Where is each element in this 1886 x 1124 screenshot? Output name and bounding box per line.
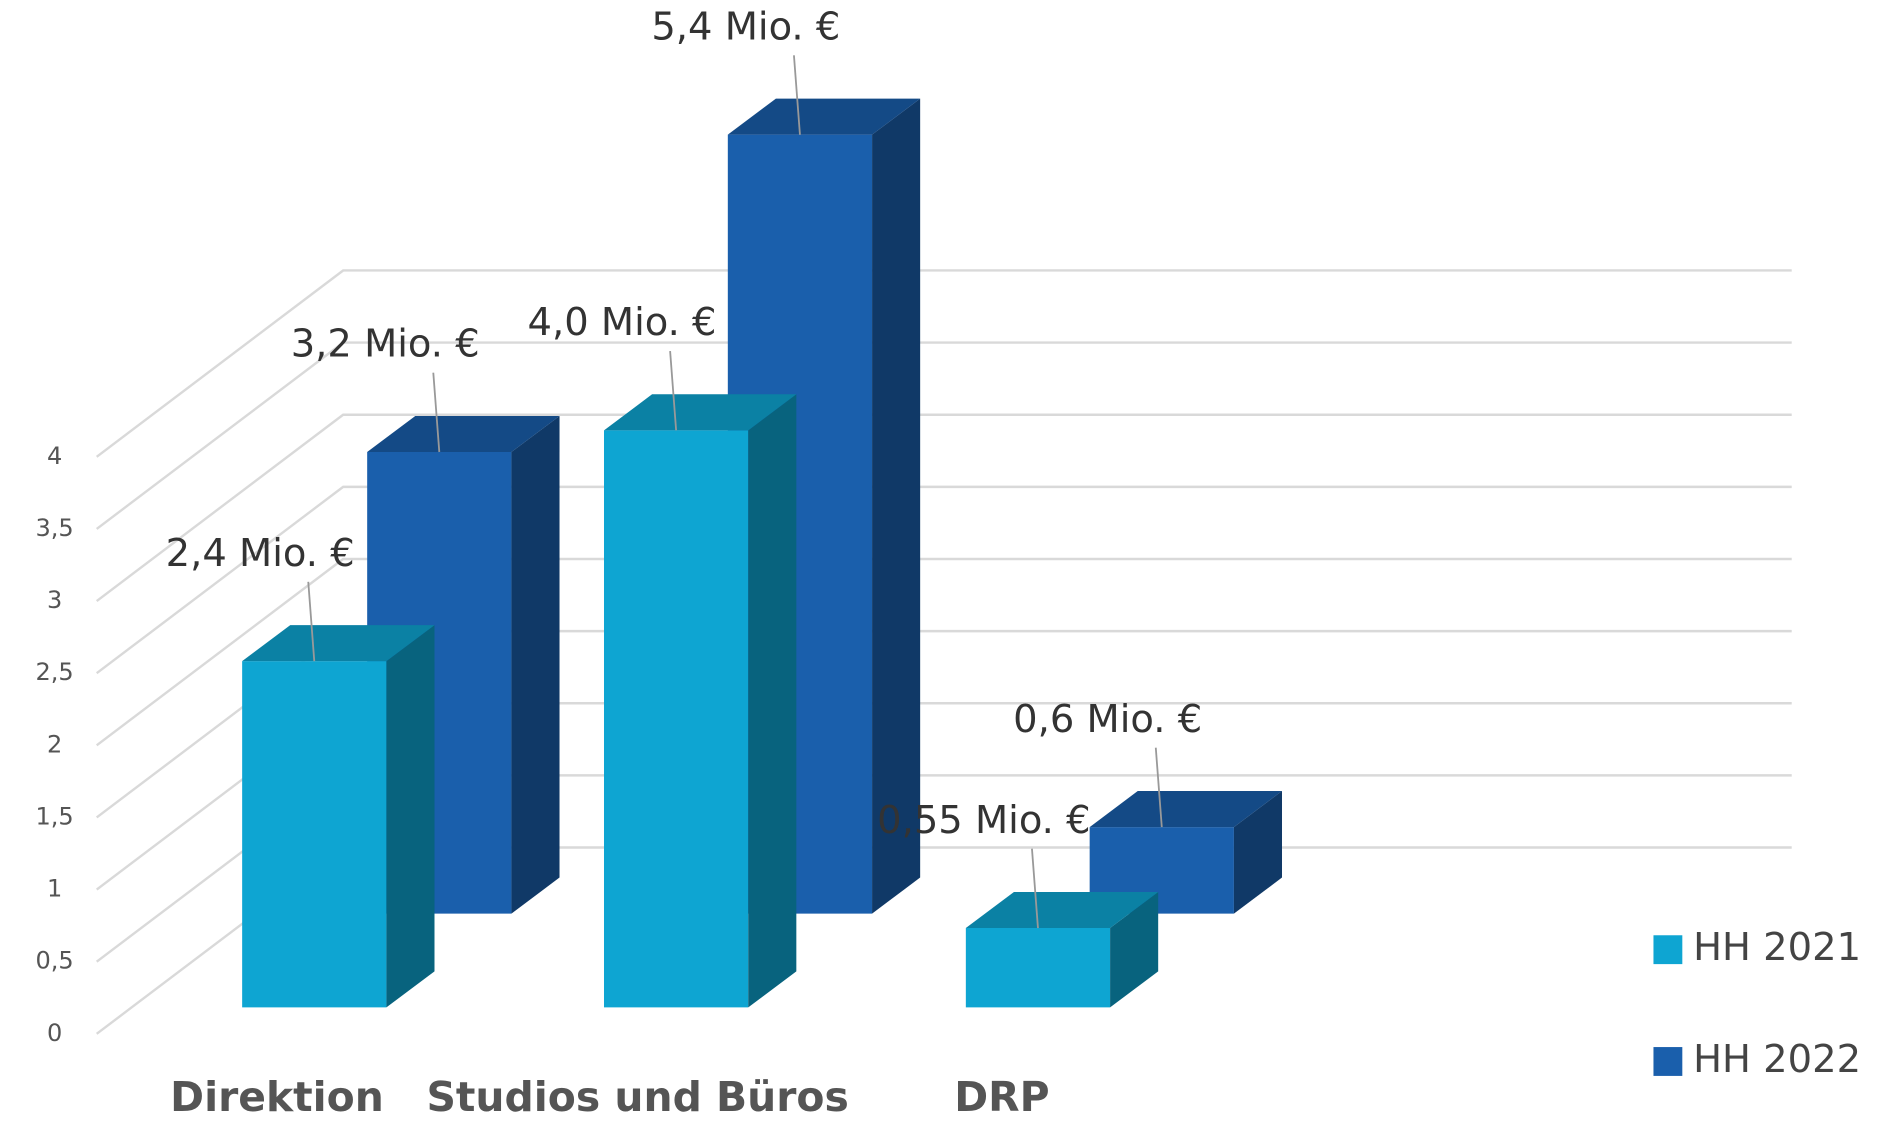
y-tick-label: 2 <box>47 730 62 758</box>
value-label: 0,6 Mio. € <box>1013 697 1202 742</box>
grid-line <box>95 341 1792 530</box>
value-label: 4,0 Mio. € <box>528 300 717 345</box>
leader-line <box>432 372 441 453</box>
grid-line <box>95 557 1792 747</box>
leader-line <box>793 55 801 135</box>
bar-face <box>872 98 921 914</box>
bar-face <box>1110 891 1159 1008</box>
bar-face <box>1089 791 1283 828</box>
y-tick-label: 1 <box>47 875 62 903</box>
bar-face <box>965 928 1111 1008</box>
bar <box>242 625 435 1008</box>
y-tick-label: 0 <box>47 1019 62 1047</box>
legend-label: HH 2021 <box>1693 925 1861 970</box>
grid-line <box>95 485 1792 675</box>
value-label: 5,4 Mio. € <box>651 4 840 49</box>
bar-face <box>727 98 921 135</box>
y-tick-label: 3,5 <box>36 514 74 542</box>
bar-face <box>511 415 560 914</box>
bar <box>965 891 1159 1008</box>
leader-line <box>307 581 316 662</box>
value-label: 0,55 Mio. € <box>877 798 1090 843</box>
legend-swatch <box>1653 1047 1683 1076</box>
y-tick-label: 2,5 <box>36 658 74 686</box>
bar-face <box>965 891 1159 929</box>
leader-line <box>1031 848 1039 929</box>
bar-face <box>367 415 560 453</box>
bar-face <box>603 394 797 431</box>
leader-line <box>669 350 678 431</box>
y-tick-label: 1,5 <box>36 802 74 830</box>
x-tick-label: Direktion <box>170 1073 384 1121</box>
leader-line <box>1154 747 1163 828</box>
bar-face <box>1233 791 1283 914</box>
grid-line <box>95 269 1792 458</box>
bar-face <box>242 661 387 1008</box>
y-tick-label: 0,5 <box>36 947 74 975</box>
value-label: 2,4 Mio. € <box>166 531 355 576</box>
legend-label: HH 2022 <box>1693 1037 1861 1082</box>
bar-face <box>603 430 749 1008</box>
bar <box>603 394 797 1008</box>
y-tick-label: 4 <box>47 442 62 470</box>
y-tick-label: 3 <box>47 586 62 614</box>
grid-line <box>95 413 1792 603</box>
x-tick-label: DRP <box>954 1073 1049 1121</box>
bar-face <box>242 625 435 662</box>
bar <box>1089 791 1283 914</box>
value-label: 3,2 Mio. € <box>291 322 480 367</box>
bar-face <box>748 394 797 1008</box>
legend-swatch <box>1653 935 1683 965</box>
x-tick-label: Studios und Büros <box>426 1073 848 1121</box>
bar-face <box>386 625 435 1008</box>
